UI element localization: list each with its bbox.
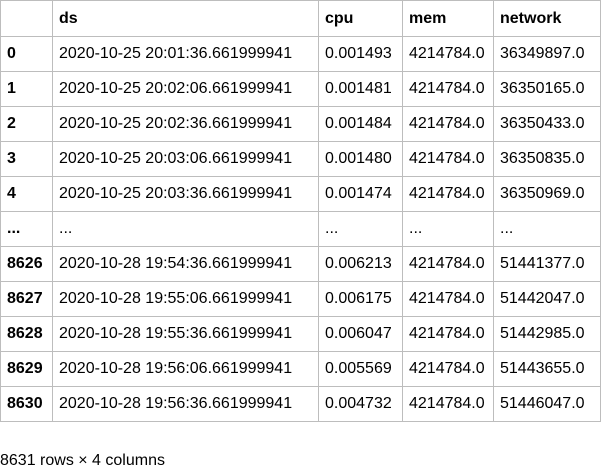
cell-network: 36350165.0	[493, 71, 601, 107]
cell-ds: 2020-10-28 19:56:06.661999941	[52, 351, 319, 387]
table-row: 1 2020-10-25 20:02:06.661999941 0.001481…	[0, 71, 601, 107]
table-row: 8626 2020-10-28 19:54:36.661999941 0.006…	[0, 246, 601, 282]
cell-cpu: 0.001484	[318, 106, 403, 142]
cell-network: 36350835.0	[493, 141, 601, 177]
cell-network: 36350433.0	[493, 106, 601, 142]
cell-ds: 2020-10-28 19:54:36.661999941	[52, 246, 319, 282]
row-count-caption: 8631 rows × 4 columns	[0, 452, 165, 469]
table-row: 2 2020-10-25 20:02:36.661999941 0.001484…	[0, 106, 601, 142]
cell-network: 51446047.0	[493, 386, 601, 422]
cell-cpu: 0.005569	[318, 351, 403, 387]
row-index: ...	[0, 211, 53, 247]
cell-mem: 4214784.0	[402, 36, 494, 72]
cell-ds: 2020-10-28 19:55:06.661999941	[52, 281, 319, 317]
cell-cpu: 0.006047	[318, 316, 403, 352]
cell-cpu: 0.001493	[318, 36, 403, 72]
column-header-ds: ds	[52, 0, 319, 37]
cell-mem: 4214784.0	[402, 246, 494, 282]
cell-network: 51442047.0	[493, 281, 601, 317]
cell-cpu: ...	[318, 211, 403, 247]
row-index: 4	[0, 176, 53, 212]
column-header-network: network	[493, 0, 601, 37]
table-row: 8627 2020-10-28 19:55:06.661999941 0.006…	[0, 281, 601, 317]
row-index: 1	[0, 71, 53, 107]
cell-network: ...	[493, 211, 601, 247]
cell-mem: 4214784.0	[402, 281, 494, 317]
row-index: 8627	[0, 281, 53, 317]
cell-mem: 4214784.0	[402, 106, 494, 142]
cell-mem: 4214784.0	[402, 316, 494, 352]
column-header-mem: mem	[402, 0, 494, 37]
cell-ds: 2020-10-25 20:02:36.661999941	[52, 106, 319, 142]
row-index: 8629	[0, 351, 53, 387]
table-row: 8628 2020-10-28 19:55:36.661999941 0.006…	[0, 316, 601, 352]
cell-network: 51443655.0	[493, 351, 601, 387]
cell-network: 51441377.0	[493, 246, 601, 282]
table-header: ds cpu mem network	[0, 0, 601, 37]
ellipsis-row: ... ... ... ... ...	[0, 211, 601, 247]
header-row: ds cpu mem network	[0, 0, 601, 37]
cell-ds: ...	[52, 211, 319, 247]
cell-mem: ...	[402, 211, 494, 247]
cell-mem: 4214784.0	[402, 71, 494, 107]
column-header-cpu: cpu	[318, 0, 403, 37]
cell-mem: 4214784.0	[402, 176, 494, 212]
cell-ds: 2020-10-25 20:01:36.661999941	[52, 36, 319, 72]
cell-mem: 4214784.0	[402, 386, 494, 422]
cell-cpu: 0.006175	[318, 281, 403, 317]
row-index: 8626	[0, 246, 53, 282]
cell-network: 51442985.0	[493, 316, 601, 352]
table-row: 8630 2020-10-28 19:56:36.661999941 0.004…	[0, 386, 601, 422]
row-index: 0	[0, 36, 53, 72]
cell-mem: 4214784.0	[402, 351, 494, 387]
cell-network: 36350969.0	[493, 176, 601, 212]
row-index: 8628	[0, 316, 53, 352]
row-index: 8630	[0, 386, 53, 422]
table-body: 0 2020-10-25 20:01:36.661999941 0.001493…	[0, 36, 601, 422]
row-index: 3	[0, 141, 53, 177]
cell-network: 36349897.0	[493, 36, 601, 72]
cell-cpu: 0.001480	[318, 141, 403, 177]
cell-ds: 2020-10-28 19:56:36.661999941	[52, 386, 319, 422]
dataframe-table: ds cpu mem network 0 2020-10-25 20:01:36…	[0, 0, 601, 422]
cell-ds: 2020-10-25 20:03:06.661999941	[52, 141, 319, 177]
table-row: 4 2020-10-25 20:03:36.661999941 0.001474…	[0, 176, 601, 212]
cell-ds: 2020-10-25 20:02:06.661999941	[52, 71, 319, 107]
cell-cpu: 0.001481	[318, 71, 403, 107]
cell-cpu: 0.001474	[318, 176, 403, 212]
table-row: 0 2020-10-25 20:01:36.661999941 0.001493…	[0, 36, 601, 72]
cell-ds: 2020-10-25 20:03:36.661999941	[52, 176, 319, 212]
cell-ds: 2020-10-28 19:55:36.661999941	[52, 316, 319, 352]
table-row: 8629 2020-10-28 19:56:06.661999941 0.005…	[0, 351, 601, 387]
index-header	[0, 0, 53, 37]
table-row: 3 2020-10-25 20:03:06.661999941 0.001480…	[0, 141, 601, 177]
cell-cpu: 0.006213	[318, 246, 403, 282]
row-index: 2	[0, 106, 53, 142]
cell-cpu: 0.004732	[318, 386, 403, 422]
cell-mem: 4214784.0	[402, 141, 494, 177]
